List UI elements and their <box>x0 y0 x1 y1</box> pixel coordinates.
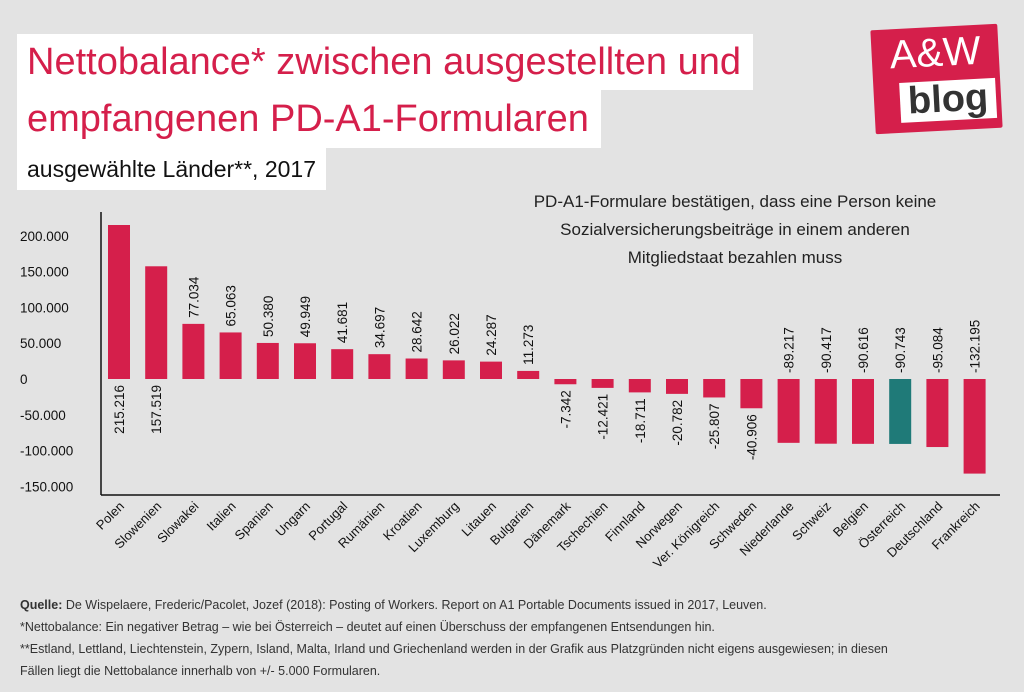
bar-frankreich <box>963 379 986 474</box>
annotation-line-1: PD-A1-Formulare bestätigen, dass eine Pe… <box>533 192 937 211</box>
bar-österreich <box>889 379 912 444</box>
data-label: 26.022 <box>447 313 462 354</box>
bar-ver-königreich <box>703 379 726 398</box>
bar-bulgarien <box>517 370 540 379</box>
data-label: 157.519 <box>149 385 164 434</box>
bar-spanien <box>256 342 279 379</box>
footer: Quelle: De Wispelaere, Frederic/Pacolet,… <box>20 594 1010 682</box>
chart-title-line-1: Nettobalance* zwischen ausgestellten und <box>17 34 754 90</box>
footer-note-1: *Nettobalance: Ein negativer Betrag – wi… <box>20 620 715 634</box>
bar-rumänien <box>368 354 391 379</box>
bar-luxemburg <box>442 360 465 379</box>
y-tick-label: 0 <box>20 372 28 387</box>
bar-italien <box>219 332 242 379</box>
bar-dänemark <box>554 379 577 385</box>
data-label: 50.380 <box>261 296 276 337</box>
data-label: 41.681 <box>335 302 350 343</box>
y-tick-label: -150.000 <box>20 479 73 494</box>
bar-schweiz <box>814 379 837 444</box>
data-label: -12.421 <box>596 394 611 440</box>
data-label: -40.906 <box>744 414 759 460</box>
bar-litauen <box>480 361 502 379</box>
y-tick-label: 150.000 <box>20 265 69 280</box>
data-label: -89.217 <box>782 327 797 373</box>
x-tick-label: Spanien <box>232 499 276 543</box>
data-label: 28.642 <box>410 311 425 352</box>
source-label: Quelle: <box>20 598 63 612</box>
data-label: -132.195 <box>968 320 983 373</box>
data-label: -95.084 <box>930 327 945 373</box>
data-label: 77.034 <box>186 276 201 318</box>
bar-belgien <box>852 379 874 444</box>
bar-ungarn <box>294 343 316 379</box>
data-label: 11.273 <box>521 325 536 365</box>
data-label: 65.063 <box>224 285 239 326</box>
data-label: -18.711 <box>633 398 648 443</box>
bar-portugal <box>331 349 354 379</box>
data-label: -90.743 <box>893 327 908 373</box>
bar-norwegen <box>666 379 688 394</box>
y-tick-label: -50.000 <box>20 408 66 423</box>
y-tick-label: 50.000 <box>20 336 61 351</box>
bar-schweden <box>740 379 763 409</box>
y-tick-label: 100.000 <box>20 300 69 315</box>
bar-tschechien <box>591 379 614 388</box>
data-label: 49.949 <box>298 296 313 337</box>
data-label: -90.417 <box>819 327 834 373</box>
chart-annotation: PD-A1-Formulare bestätigen, dass eine Pe… <box>470 188 1000 272</box>
footer-note-2a: **Estland, Lettland, Liechtenstein, Zype… <box>20 642 888 656</box>
x-tick-label: Polen <box>93 499 127 533</box>
data-label: -90.616 <box>856 327 871 373</box>
data-label: -20.782 <box>670 400 685 446</box>
data-label: 215.216 <box>112 385 127 434</box>
footer-source: Quelle: De Wispelaere, Frederic/Pacolet,… <box>20 594 1010 616</box>
y-tick-label: -100.000 <box>20 444 73 459</box>
bar-deutschland <box>926 379 949 448</box>
x-tick-label: Schweiz <box>789 499 834 544</box>
annotation-line-3: Mitgliedstaat bezahlen muss <box>627 248 843 267</box>
annotation-line-2: Sozialversicherungsbeiträge in einem and… <box>560 220 910 239</box>
bar-finnland <box>628 379 651 393</box>
data-label: -7.342 <box>558 390 573 428</box>
x-tick-label: Italien <box>204 499 239 534</box>
bar-niederlande <box>777 379 800 443</box>
footer-note-2b: Fällen liegt die Nettobalance innerhalb … <box>20 664 381 678</box>
source-text: De Wispelaere, Frederic/Pacolet, Jozef (… <box>62 598 767 612</box>
data-label: -25.807 <box>707 403 722 449</box>
chart-subtitle: ausgewählte Länder**, 2017 <box>17 148 327 190</box>
y-tick-label: 200.000 <box>20 229 69 244</box>
bar-polen <box>108 225 130 379</box>
bar-kroatien <box>405 358 428 379</box>
data-label: 24.287 <box>484 314 499 355</box>
bar-slowenien <box>145 266 168 379</box>
data-label: 34.697 <box>372 307 387 348</box>
bar-slowakei <box>182 323 205 379</box>
x-tick-label: Slowakei <box>154 498 201 545</box>
chart-title-line-2: empfangenen PD-A1-Formularen <box>17 90 601 148</box>
